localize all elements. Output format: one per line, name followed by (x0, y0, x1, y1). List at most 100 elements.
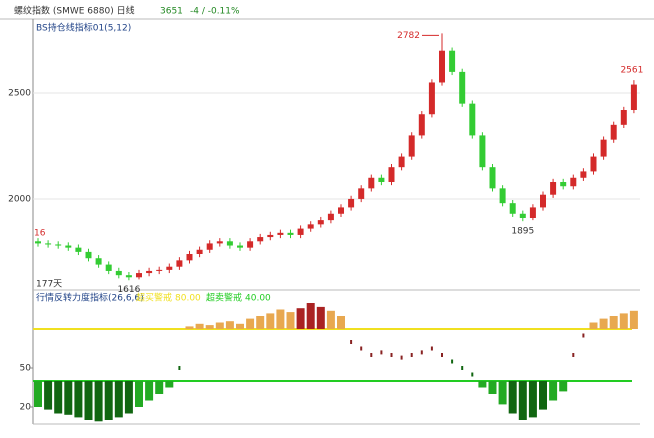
bar (135, 381, 143, 407)
annotation: 2561 (620, 66, 643, 76)
candle-body (307, 224, 314, 229)
annotation: 16 (34, 229, 46, 239)
bar (178, 366, 181, 370)
panel-title: BS持仓线指标01(5,12) (36, 22, 131, 34)
candle-body (580, 171, 587, 178)
bar (306, 303, 315, 329)
y-tick-label: 2500 (8, 89, 31, 99)
candle-body (277, 232, 284, 235)
candle-body (257, 237, 264, 242)
candle-body (95, 258, 102, 265)
bar (478, 381, 487, 388)
candle-body (327, 213, 334, 221)
header-title: 螺纹指数 (SMWE 6880) 日线 (14, 5, 135, 17)
bar (316, 306, 325, 329)
candle-body (479, 135, 486, 168)
bar (518, 381, 527, 420)
candle-body (489, 167, 496, 189)
candle-body (226, 241, 233, 246)
legend-value: 40.00 (245, 294, 271, 304)
bar (155, 381, 164, 394)
candle-body (428, 82, 435, 115)
candle-body (237, 245, 243, 248)
bar (549, 381, 558, 401)
candle-body (630, 84, 637, 110)
candle-body (378, 177, 385, 182)
candle-body (45, 243, 52, 245)
candle-body (368, 177, 375, 189)
candle-body (388, 167, 395, 182)
header-change: -4 / -0.11% (190, 7, 240, 17)
bar (296, 308, 305, 329)
bar (84, 381, 93, 420)
candle-body (600, 139, 607, 157)
annotation: 1895 (511, 227, 534, 237)
candle-body (590, 156, 597, 172)
bar (246, 318, 255, 329)
legend-value: 80.00 (175, 294, 201, 304)
candle-body (540, 194, 546, 208)
bar (572, 353, 575, 357)
candle-body (206, 243, 213, 250)
bar (286, 312, 295, 329)
bar (461, 366, 464, 370)
candle-body (186, 254, 193, 261)
bar (94, 381, 103, 422)
bar (337, 316, 345, 329)
bar (539, 381, 547, 410)
bar (276, 309, 285, 329)
bar (370, 353, 373, 357)
candle-body (469, 103, 476, 136)
bar (609, 316, 618, 329)
candle-body (176, 260, 183, 267)
bar (508, 381, 517, 414)
bar (64, 381, 73, 415)
candle-body (35, 241, 41, 244)
candle-body (85, 251, 92, 259)
candle-body (348, 198, 355, 208)
candle-body (620, 110, 627, 125)
bar (410, 353, 413, 357)
bar (266, 313, 275, 329)
annotation: 177天 (36, 280, 62, 290)
bar (350, 340, 353, 344)
candle-body (75, 247, 82, 252)
bar (256, 316, 265, 329)
candle-body (408, 135, 415, 157)
bar (380, 350, 383, 355)
legend-label: 超卖警戒 (206, 292, 242, 304)
bar (589, 322, 598, 329)
bar (225, 321, 234, 329)
candle-body (358, 188, 365, 199)
panel-title: 行情反转力度指标(26,6,6) (36, 292, 144, 304)
bar (185, 326, 194, 329)
bar (145, 381, 154, 401)
candle-body (459, 71, 466, 104)
y-tick-label: 50 (20, 364, 32, 374)
candle-body (297, 228, 304, 235)
bar (205, 325, 214, 329)
candle-body (125, 275, 132, 278)
candle-body (166, 266, 173, 270)
bar (451, 359, 454, 364)
candle-body (610, 124, 617, 140)
candle-body (418, 114, 425, 136)
bar (326, 310, 335, 329)
bar (430, 346, 433, 351)
candle-body (146, 270, 153, 274)
annotation: 1616 (117, 285, 140, 295)
bar (165, 381, 174, 388)
bar (34, 381, 42, 407)
header-price: 3651 (160, 7, 183, 17)
bar (528, 381, 537, 418)
bar (441, 353, 443, 357)
candle-body (287, 232, 294, 235)
bar (390, 353, 393, 357)
candle-body (439, 50, 445, 83)
candle-body (115, 270, 122, 276)
candle-body (509, 203, 516, 214)
candle-body (338, 207, 344, 214)
bar (599, 318, 608, 329)
candle-body (449, 50, 456, 72)
